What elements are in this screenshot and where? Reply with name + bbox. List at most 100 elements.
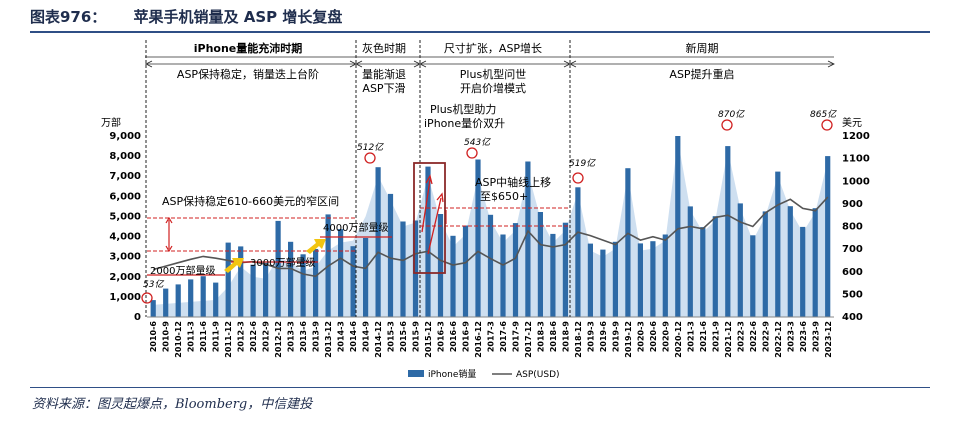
sales-bar-2015-6	[400, 221, 406, 317]
sales-bar-2010-9	[163, 288, 169, 317]
legend: iPhone销量 ASP(USD)	[408, 368, 560, 380]
period-1-desc: ASP保持稳定，销量迭上台阶	[177, 67, 319, 81]
x-tick-label: 2013-9	[312, 321, 321, 353]
x-tick-label: 2017-9	[512, 321, 521, 353]
sales-bar-2019-9	[612, 241, 618, 317]
sales-bar-2017-6	[500, 234, 506, 317]
x-tick-label: 2014-12	[374, 321, 383, 358]
x-tick-label: 2020-6	[649, 321, 658, 353]
x-tick-label: 2017-3	[487, 321, 496, 352]
sales-bar-2013-6	[300, 254, 306, 317]
x-tick-label: 2010-6	[149, 321, 158, 353]
left-tick-label: 9,000	[109, 131, 141, 142]
plus-arrow-1	[421, 179, 431, 233]
sales-bar-2012-9	[263, 262, 269, 317]
x-tick-label: 2016-6	[449, 321, 458, 353]
sales-bar-2015-9	[412, 220, 419, 317]
asp-line	[152, 196, 829, 278]
asp-shift-2: 至$650+	[480, 190, 528, 203]
period-3-desc1: Plus机型问世	[460, 67, 526, 81]
x-tick-label: 2018-6	[549, 321, 558, 353]
peak-label-519: 519亿	[569, 158, 596, 169]
x-tick-label: 2020-12	[674, 321, 683, 358]
x-tick-label: 2020-3	[636, 321, 645, 352]
period-arrowhead-right	[827, 60, 835, 68]
annotation-layer	[141, 40, 835, 317]
peak-circle-3	[572, 172, 584, 184]
x-tick-label: 2019-3	[586, 321, 595, 352]
asp-line-layer	[152, 196, 829, 278]
sales-bar-2016-12	[475, 159, 481, 317]
sales-bar-2012-6	[250, 264, 256, 317]
sales-bar-2020-6	[650, 241, 656, 317]
x-tick-label: 2023-3	[786, 321, 795, 352]
left-tick-label: 3,000	[109, 252, 141, 263]
right-tick-label: 800	[842, 222, 863, 233]
sales-bar-2018-9	[562, 222, 568, 317]
x-tick-label: 2023-9	[811, 321, 820, 353]
x-tick-label: 2012-9	[262, 321, 271, 353]
yellow-arrow-1	[224, 258, 244, 273]
sales-bar-2021-12	[725, 146, 731, 317]
period-2-label: 灰色时期	[362, 41, 406, 55]
x-tick-label: 2018-3	[537, 321, 546, 352]
x-tick-label: 2013-12	[324, 321, 333, 358]
period-2-desc2: ASP下滑	[362, 82, 405, 95]
sales-bar-2020-3	[637, 243, 643, 317]
plus-note-1: Plus机型助力	[430, 102, 496, 116]
left-tick-label: 1,000	[109, 292, 141, 303]
x-tick-label: 2018-9	[561, 321, 570, 353]
left-tick-label: 2,000	[109, 272, 141, 283]
sales-bar-2022-6	[750, 235, 756, 317]
level-2000-note: 2000万部量级	[150, 264, 215, 277]
sales-bar-2013-9	[313, 249, 319, 317]
period-arrowhead-right	[563, 60, 571, 68]
peak-label-865: 865亿	[810, 109, 837, 120]
peak-label-543: 543亿	[464, 137, 491, 148]
peak-label-870: 870亿	[718, 109, 745, 120]
peak-circle-5	[821, 119, 833, 131]
sales-bar-2020-12	[675, 136, 681, 317]
sales-bar-2016-3	[437, 214, 444, 317]
x-tick-label: 2013-3	[287, 321, 296, 352]
source-note: 资料来源：图灵起爆点，Bloomberg，中信建投	[32, 397, 313, 412]
x-tick-label: 2015-6	[399, 321, 408, 353]
right-tick-label: 400	[842, 312, 863, 323]
sales-bar-2013-3	[288, 241, 294, 317]
x-tick-label: 2021-3	[686, 321, 695, 352]
x-tick-label: 2010-12	[174, 321, 183, 358]
sales-bar-2018-6	[550, 233, 556, 317]
legend-bar-swatch	[408, 370, 424, 377]
bottom-rule	[30, 387, 930, 388]
sales-bar-2020-9	[662, 234, 668, 317]
sales-bar-2012-3	[238, 246, 244, 317]
x-tick-label: 2020-9	[661, 321, 670, 353]
x-tick-label: 2016-3	[437, 321, 446, 352]
left-tick-label: 7,000	[109, 171, 141, 182]
sales-bar-2022-3	[737, 203, 743, 317]
x-tick-label: 2018-12	[574, 321, 583, 358]
x-tick-label: 2021-6	[699, 321, 708, 353]
x-tick-label: 2011-6	[199, 321, 208, 353]
x-tick-label: 2022-3	[736, 321, 745, 352]
legend-bar-label: iPhone销量	[428, 368, 476, 380]
right-tick-label: 1000	[842, 176, 870, 187]
period-1-label: iPhone量能充沛时期	[194, 41, 303, 55]
plus-highlight-box	[413, 162, 446, 274]
x-tick-label: 2013-6	[299, 321, 308, 353]
period-4-desc: ASP提升重启	[669, 67, 734, 81]
x-tick-label: 2015-3	[387, 321, 396, 352]
sales-bar-2022-9	[762, 211, 768, 317]
sales-bar-2016-9	[462, 225, 469, 317]
plus-arrow-2	[427, 197, 442, 255]
x-tick-label: 2022-6	[749, 321, 758, 353]
x-tick-label: 2017-12	[524, 321, 533, 358]
x-tick-label: 2010-9	[162, 321, 171, 353]
legend-line-label: ASP(USD)	[516, 370, 560, 380]
sales-bar-2019-12	[625, 168, 631, 317]
period-arrowhead-left	[145, 60, 153, 68]
sales-bar-2011-3	[188, 279, 194, 317]
figure-number: 图表976：	[30, 8, 107, 26]
left-tick-label: 5,000	[109, 211, 141, 222]
sales-bar-2018-12	[575, 187, 581, 317]
